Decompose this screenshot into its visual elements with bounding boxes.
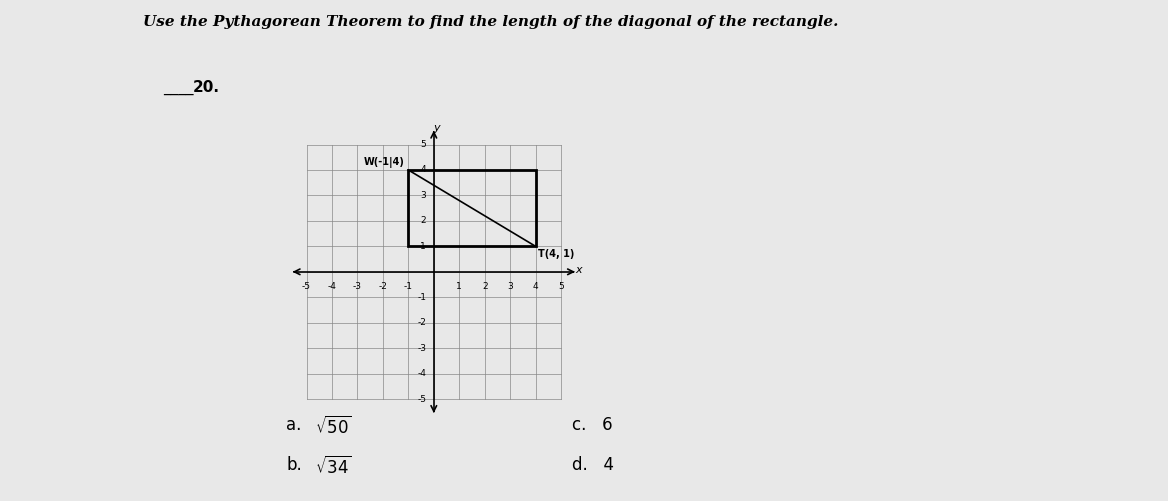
Text: 4: 4 xyxy=(533,282,538,291)
Text: 1: 1 xyxy=(420,242,426,251)
Text: d.   4: d. 4 xyxy=(572,456,614,474)
Text: 3: 3 xyxy=(420,191,426,200)
Text: ____: ____ xyxy=(164,80,194,95)
Bar xyxy=(409,170,536,246)
Text: -5: -5 xyxy=(303,282,311,291)
Text: -2: -2 xyxy=(417,318,426,327)
Text: $\sqrt{34}$: $\sqrt{34}$ xyxy=(315,456,353,478)
Text: 5: 5 xyxy=(558,282,564,291)
Text: 2: 2 xyxy=(482,282,487,291)
Text: -3: -3 xyxy=(353,282,362,291)
Text: a.: a. xyxy=(286,416,301,434)
Text: -3: -3 xyxy=(417,344,426,353)
Text: 20.: 20. xyxy=(193,80,220,95)
Text: 5: 5 xyxy=(420,140,426,149)
Text: 1: 1 xyxy=(457,282,463,291)
Text: 4: 4 xyxy=(420,165,426,174)
Text: -1: -1 xyxy=(404,282,412,291)
Text: -5: -5 xyxy=(417,395,426,404)
Text: T(4, 1): T(4, 1) xyxy=(538,249,575,259)
Text: y: y xyxy=(433,123,440,133)
Text: -2: -2 xyxy=(378,282,388,291)
Text: $\sqrt{50}$: $\sqrt{50}$ xyxy=(315,416,353,438)
Text: 3: 3 xyxy=(507,282,513,291)
Text: b.: b. xyxy=(286,456,301,474)
Text: W(-1|4): W(-1|4) xyxy=(363,157,404,168)
Text: -4: -4 xyxy=(327,282,336,291)
Text: Use the Pythagorean Theorem to find the length of the diagonal of the rectangle.: Use the Pythagorean Theorem to find the … xyxy=(142,15,839,29)
Text: c.   6: c. 6 xyxy=(572,416,613,434)
Text: -1: -1 xyxy=(417,293,426,302)
Text: x: x xyxy=(576,265,582,275)
Text: 2: 2 xyxy=(420,216,426,225)
Text: -4: -4 xyxy=(417,369,426,378)
